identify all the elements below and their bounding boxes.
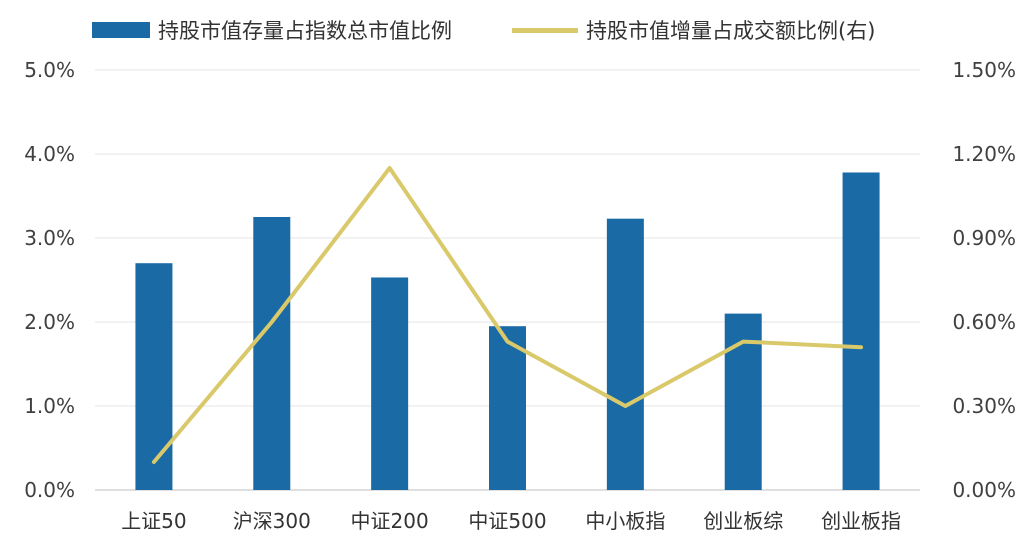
- legend-item-line: 持股市值增量占成交额比例(右): [512, 15, 875, 45]
- legend: 持股市值存量占指数总市值比例 持股市值增量占成交额比例(右): [92, 14, 935, 46]
- legend-item-bar: 持股市值存量占指数总市值比例: [92, 15, 452, 45]
- legend-swatch-bar: [92, 22, 150, 38]
- bar: [371, 277, 409, 490]
- x-axis: 上证50 沪深300 中证200 中证500 中小板指 创业板综 创业板指: [121, 509, 901, 533]
- bar-layer: [135, 172, 880, 491]
- left-tick-label: 0.0%: [24, 478, 75, 502]
- line-layer: [151, 166, 864, 464]
- x-tick-label: 上证50: [121, 509, 186, 533]
- left-tick-label: 1.0%: [24, 394, 75, 418]
- left-tick-label: 3.0%: [24, 226, 75, 250]
- bar: [253, 217, 291, 490]
- line-point: [271, 321, 273, 323]
- x-tick-label: 中小板指: [585, 509, 665, 533]
- x-tick-label: 创业板综: [703, 509, 783, 533]
- x-tick-label: 创业板指: [821, 509, 901, 533]
- bar: [135, 263, 173, 490]
- legend-swatch-line: [512, 27, 578, 33]
- x-tick-label: 沪深300: [233, 509, 311, 533]
- line-point: [153, 461, 155, 463]
- x-tick-label: 中证500: [468, 509, 546, 533]
- left-tick-label: 4.0%: [24, 142, 75, 166]
- right-tick-label: 0.00%: [952, 478, 1016, 502]
- right-tick-label: 0.60%: [952, 310, 1016, 334]
- left-tick-label: 2.0%: [24, 310, 75, 334]
- bar: [606, 218, 644, 490]
- legend-label-bar: 持股市值存量占指数总市值比例: [158, 19, 452, 43]
- right-tick-label: 1.20%: [952, 142, 1016, 166]
- bar: [489, 326, 526, 490]
- right-axis: 0.00% 0.30% 0.60% 0.90% 1.20% 1.50%: [952, 58, 1016, 502]
- line-point: [507, 341, 508, 343]
- line-point: [742, 341, 744, 343]
- left-tick-label: 5.0%: [24, 58, 75, 82]
- line-point: [860, 346, 862, 348]
- right-tick-label: 0.30%: [952, 394, 1016, 418]
- bar: [842, 172, 880, 491]
- x-tick-label: 中证200: [351, 509, 429, 533]
- right-tick-label: 0.90%: [952, 226, 1016, 250]
- line-point: [389, 167, 391, 169]
- right-tick-label: 1.50%: [952, 58, 1016, 82]
- legend-label-line: 持股市值增量占成交额比例(右): [586, 19, 876, 43]
- left-axis: 0.0% 1.0% 2.0% 3.0% 4.0% 5.0%: [24, 58, 75, 502]
- line-point: [624, 405, 626, 407]
